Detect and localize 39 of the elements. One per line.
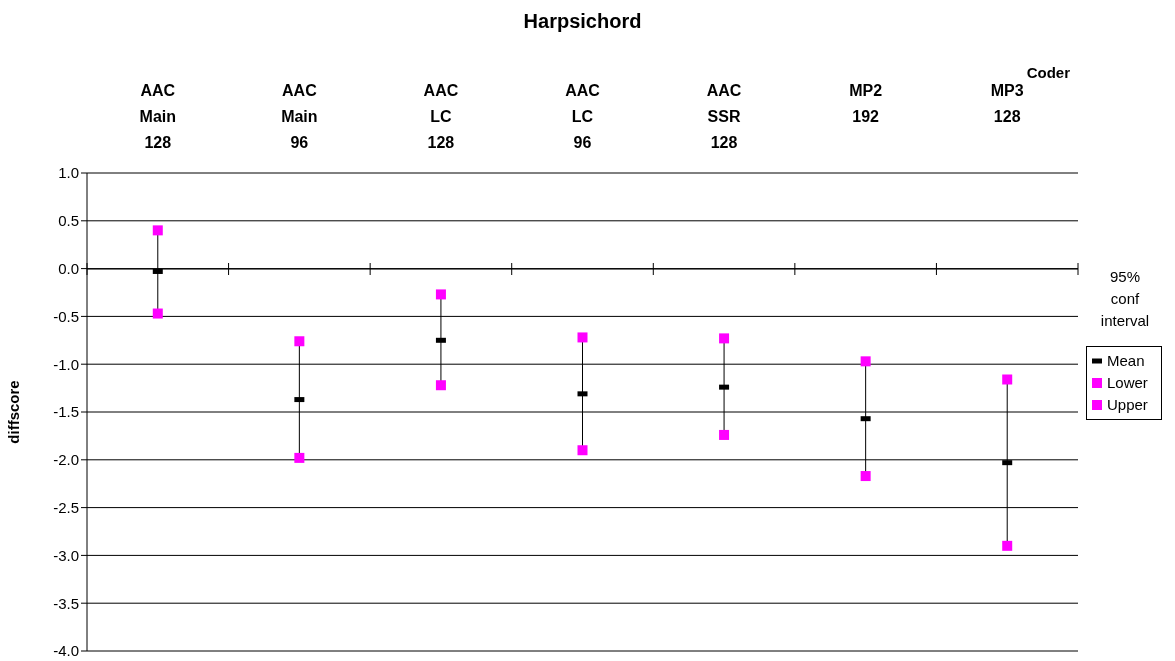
chart-title: Harpsichord xyxy=(522,10,643,33)
point xyxy=(1002,540,1013,551)
y-tick-label: -0.5 xyxy=(53,307,79,325)
point xyxy=(860,471,871,482)
y-tick-label: -1.0 xyxy=(53,355,79,373)
legend-title: 95% conf interval xyxy=(1099,267,1151,331)
point xyxy=(294,452,305,463)
legend-label: Lower xyxy=(1107,373,1148,393)
point xyxy=(719,429,730,440)
y-tick-label: -3.0 xyxy=(53,546,79,564)
point xyxy=(577,332,588,343)
point xyxy=(152,308,163,319)
x-tick-label: AAC Main 128 xyxy=(139,82,177,151)
y-tick-label: -2.5 xyxy=(53,498,79,516)
point xyxy=(860,356,871,367)
y-tick-label: -1.5 xyxy=(53,403,79,421)
point xyxy=(435,289,446,300)
y-tick-label: 0.5 xyxy=(58,212,79,230)
y-axis-title: diffscore xyxy=(5,380,23,444)
y-tick-label: -3.5 xyxy=(53,594,79,612)
point xyxy=(294,336,305,347)
point xyxy=(719,333,730,344)
point xyxy=(435,380,446,391)
y-tick-label: -2.0 xyxy=(53,451,79,469)
x-tick-label: AAC SSR 128 xyxy=(706,82,742,151)
y-tick-label: 1.0 xyxy=(58,164,79,182)
point xyxy=(152,225,163,236)
x-axis-title: Coder xyxy=(1026,64,1070,81)
point xyxy=(1002,374,1013,385)
legend-label: Mean xyxy=(1107,351,1145,371)
x-tick-label: MP3 128 xyxy=(990,82,1024,125)
y-tick-label: 0.0 xyxy=(58,259,79,277)
x-tick-label: AAC LC 128 xyxy=(423,82,459,151)
y-tick-label: -4.0 xyxy=(53,642,79,660)
x-tick-label: AAC LC 96 xyxy=(565,82,601,151)
point xyxy=(577,445,588,456)
x-tick-label: AAC Main 96 xyxy=(281,82,318,151)
x-tick-label: MP2 192 xyxy=(849,82,883,125)
legend-label: Upper xyxy=(1107,395,1148,415)
